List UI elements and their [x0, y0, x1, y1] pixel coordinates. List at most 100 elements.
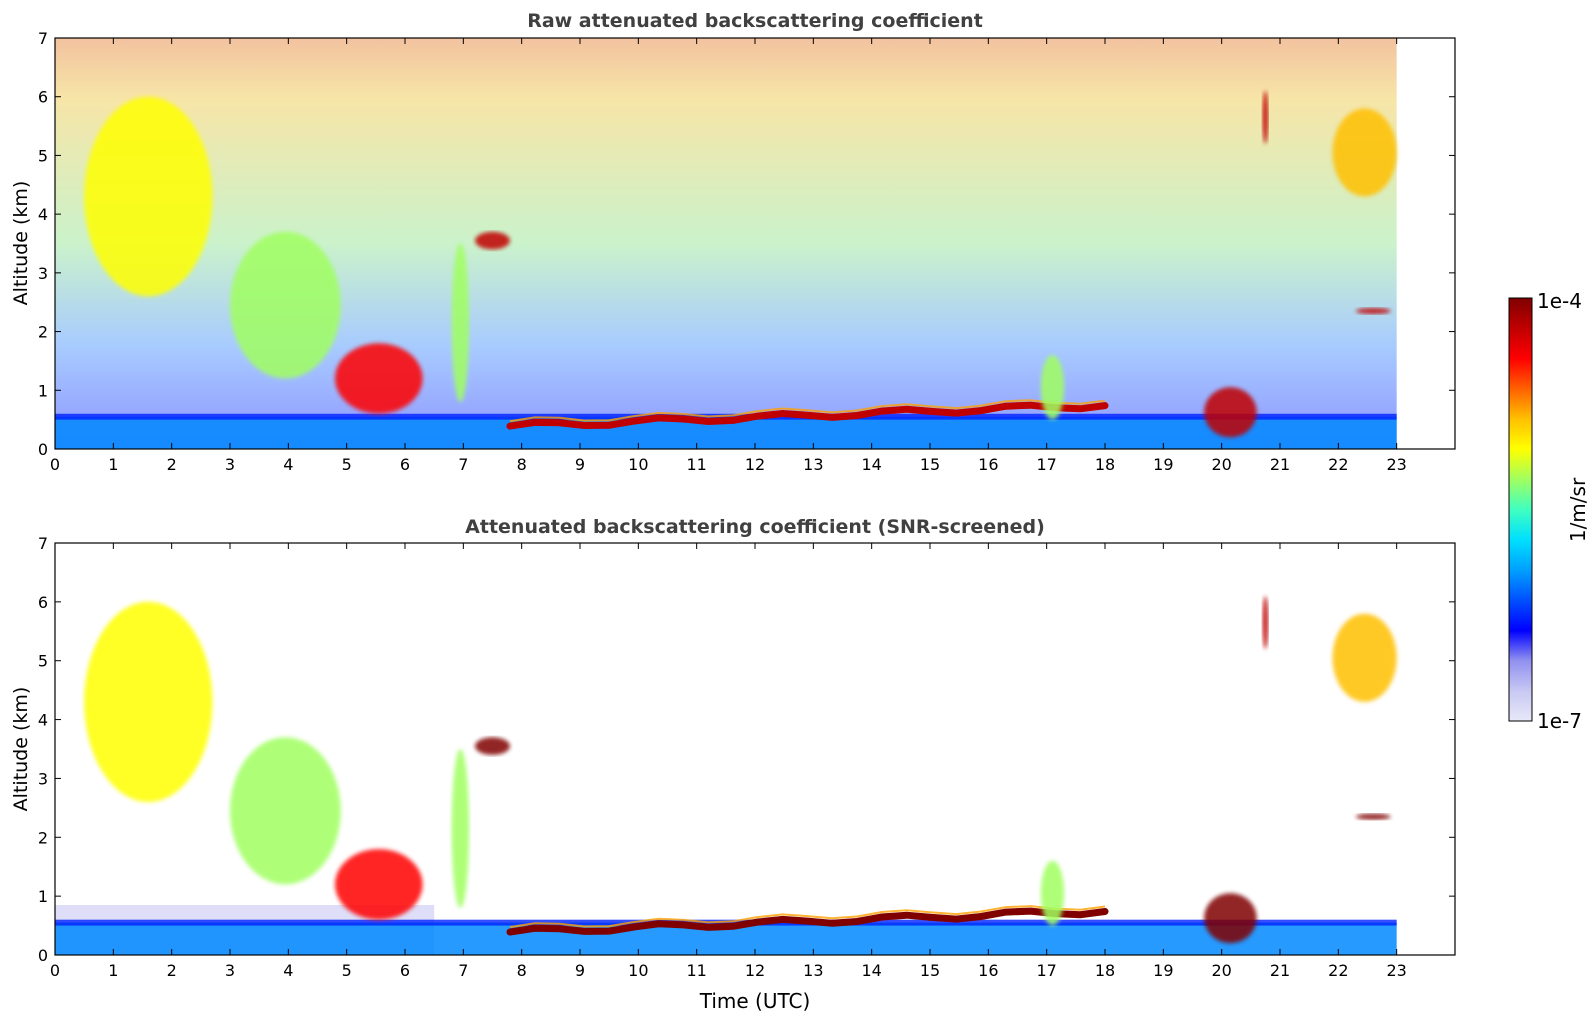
- x-tick-label: 19: [1153, 455, 1173, 474]
- y-tick-label: 2: [38, 828, 48, 847]
- x-tick-label: 1: [108, 961, 118, 980]
- x-tick-label: 11: [686, 961, 706, 980]
- y-tick-label: 5: [38, 652, 48, 671]
- colorbar-unit-label: 1/m/sr: [1566, 477, 1590, 542]
- cloud-9: [1332, 613, 1397, 702]
- y-tick-label: 1: [38, 381, 48, 400]
- y-tick-label: 4: [38, 711, 48, 730]
- x-tick-label: 13: [803, 961, 823, 980]
- panel-raw: Raw attenuated backscattering coefficien…: [10, 10, 1456, 474]
- y-tick-label: 4: [38, 205, 48, 224]
- x-tick-label: 18: [1095, 961, 1115, 980]
- colorbar-min-label: 1e-7: [1537, 709, 1582, 733]
- x-tick-label: 22: [1328, 961, 1348, 980]
- cloud-10: [1355, 308, 1391, 314]
- x-tick-label: 21: [1270, 455, 1290, 474]
- y-tick-label: 0: [38, 440, 48, 459]
- cloud-0: [84, 601, 213, 803]
- cloud-7: [1204, 387, 1257, 438]
- x-tick-label: 21: [1270, 961, 1290, 980]
- x-tick-label: 15: [920, 961, 940, 980]
- plot-area: [55, 596, 1397, 955]
- x-tick-label: 5: [342, 961, 352, 980]
- x-tick-label: 6: [400, 961, 410, 980]
- y-tick-label: 6: [38, 88, 48, 107]
- x-tick-label: 0: [50, 455, 60, 474]
- y-tick-label: 7: [38, 534, 48, 553]
- cloud-3: [451, 749, 470, 908]
- aerosol-layer-glow-5: [509, 399, 1106, 423]
- cloud-7: [1204, 893, 1257, 944]
- aerosol-layer-5: [506, 401, 1109, 430]
- x-tick-label: 13: [803, 455, 823, 474]
- x-tick-label: 6: [400, 455, 410, 474]
- y-tick-label: 5: [38, 146, 48, 165]
- x-tick-label: 2: [167, 961, 177, 980]
- colorbar: 1e-4 1e-7 1/m/sr: [1508, 289, 1590, 733]
- x-tick-label: 2: [167, 455, 177, 474]
- x-tick-label: 7: [458, 455, 468, 474]
- panel-screened: Attenuated backscattering coefficient (S…: [10, 516, 1456, 1013]
- boundary-layer-top: [55, 919, 1397, 926]
- x-axis: 0 1 2 3 4 5 6 7 8 9 10 11 12 13 14 15 16 17 18 19 20 21 22 23: [50, 38, 1407, 474]
- chart-title: Raw attenuated backscattering coefficien…: [527, 10, 983, 32]
- x-tick-label: 20: [1211, 455, 1231, 474]
- x-tick-label: 5: [342, 455, 352, 474]
- cloud-6: [1040, 355, 1065, 420]
- x-tick-label: 12: [745, 961, 765, 980]
- cloud-1: [230, 737, 341, 885]
- y-tick-label: 6: [38, 593, 48, 612]
- y-axis-label: Altitude (km): [10, 687, 32, 812]
- y-axis: 0 1 2 3 4 5 6 7: [38, 29, 1455, 459]
- cloud-2: [335, 849, 423, 920]
- x-tick-label: 12: [745, 455, 765, 474]
- x-tick-label: 18: [1095, 455, 1115, 474]
- x-tick-label: 17: [1036, 455, 1056, 474]
- y-tick-label: 2: [38, 323, 48, 342]
- aerosol-layer-glow-5: [509, 905, 1106, 928]
- colorbar-scale: [1508, 297, 1533, 722]
- x-tick-label: 22: [1328, 455, 1348, 474]
- chart-title: Attenuated backscattering coefficient (S…: [465, 516, 1045, 538]
- cloud-4: [475, 737, 510, 755]
- y-tick-label: 0: [38, 946, 48, 965]
- x-tick-label: 0: [50, 961, 60, 980]
- y-tick-label: 7: [38, 29, 48, 48]
- x-tick-label: 16: [978, 961, 998, 980]
- x-tick-label: 10: [628, 455, 648, 474]
- x-tick-label: 10: [628, 961, 648, 980]
- cloud-8: [1262, 90, 1269, 144]
- x-tick-label: 3: [225, 455, 235, 474]
- x-tick-label: 4: [283, 455, 293, 474]
- x-tick-label: 23: [1386, 961, 1406, 980]
- x-tick-label: 17: [1036, 961, 1056, 980]
- y-axis-label: Altitude (km): [10, 181, 32, 306]
- x-tick-label: 8: [517, 455, 527, 474]
- cloud-6: [1040, 860, 1065, 926]
- y-tick-label: 3: [38, 264, 48, 283]
- cloud-9: [1332, 108, 1397, 197]
- x-tick-label: 4: [283, 961, 293, 980]
- y-tick-label: 3: [38, 769, 48, 788]
- x-tick-label: 1: [108, 455, 118, 474]
- x-tick-label: 16: [978, 455, 998, 474]
- x-tick-label: 14: [861, 455, 881, 474]
- cloud-1: [230, 231, 341, 379]
- x-tick-label: 8: [517, 961, 527, 980]
- x-tick-label: 9: [575, 455, 585, 474]
- x-tick-label: 20: [1211, 961, 1231, 980]
- cloud-4: [475, 231, 510, 250]
- aerosol-layer-5: [506, 907, 1109, 936]
- x-tick-label: 11: [686, 455, 706, 474]
- x-tick-label: 3: [225, 961, 235, 980]
- x-tick-label: 9: [575, 961, 585, 980]
- plot-area: [55, 38, 1397, 449]
- cloud-2: [335, 343, 423, 414]
- cloud-10: [1355, 813, 1391, 820]
- x-tick-label: 23: [1386, 455, 1406, 474]
- colorbar-max-label: 1e-4: [1537, 289, 1582, 313]
- cloud-8: [1262, 596, 1269, 649]
- x-axis: 0 1 2 3 4 5 6 7 8 9 10 11 12 13 14 15 16 17 18 19 20 21 22 23: [50, 543, 1407, 980]
- x-tick-label: 19: [1153, 961, 1173, 980]
